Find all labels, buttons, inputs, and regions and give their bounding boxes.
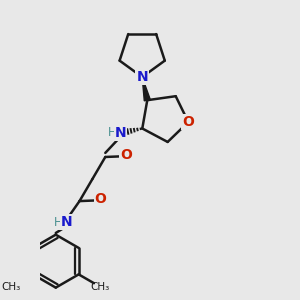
- Text: H: H: [107, 126, 116, 139]
- Polygon shape: [142, 77, 150, 101]
- Text: CH₃: CH₃: [91, 282, 110, 292]
- Text: N: N: [61, 215, 72, 229]
- Text: O: O: [182, 115, 194, 129]
- Text: O: O: [120, 148, 132, 162]
- Text: O: O: [94, 192, 106, 206]
- Text: N: N: [136, 70, 148, 84]
- Text: H: H: [54, 216, 62, 229]
- Text: N: N: [115, 125, 126, 140]
- Text: CH₃: CH₃: [2, 282, 21, 292]
